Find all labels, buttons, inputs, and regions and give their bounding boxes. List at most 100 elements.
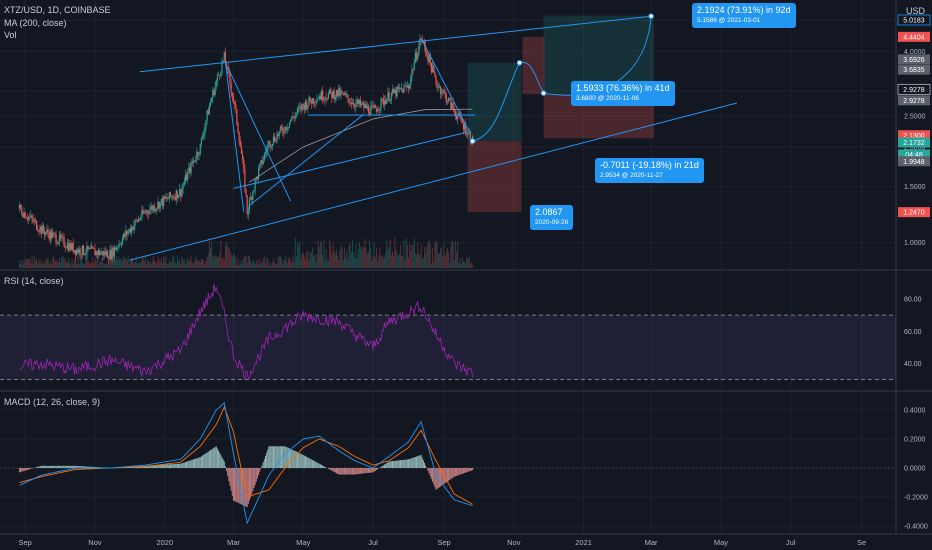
volume-indicator-label[interactable]: Vol xyxy=(4,30,17,40)
candle-body xyxy=(294,114,296,119)
volume-bar xyxy=(161,262,163,268)
candle-body xyxy=(74,250,77,255)
candle-body xyxy=(272,136,275,145)
volume-bar xyxy=(181,256,183,268)
macd-hist-bar xyxy=(67,465,69,468)
macd-hist-bar xyxy=(157,465,159,468)
projection-callout-3[interactable]: 2.1924 (73.91%) in 92d 5.1586 @ 2021-03-… xyxy=(692,3,796,28)
candle-body xyxy=(430,63,433,73)
ma-indicator-label[interactable]: MA (200, close) xyxy=(4,18,67,28)
candle-body xyxy=(149,209,151,214)
volume-bar xyxy=(42,264,44,268)
macd-hist-bar xyxy=(309,458,311,468)
candle-body xyxy=(359,100,362,106)
macd-hist-bar xyxy=(444,468,446,484)
candle-body xyxy=(444,91,446,94)
volume-bar xyxy=(182,259,184,268)
candle-body xyxy=(76,249,78,255)
macd-hist-bar xyxy=(168,464,170,468)
candle-body xyxy=(333,90,335,100)
macd-hist-bar xyxy=(337,468,339,474)
volume-bar xyxy=(365,248,367,268)
macd-hist-bar xyxy=(393,460,395,468)
macd-hist-bar xyxy=(311,459,313,468)
start-point-callout[interactable]: 2.0867 2020-09-26 xyxy=(530,205,574,230)
volume-bar xyxy=(260,262,262,268)
candle-body xyxy=(413,62,415,71)
candle-body xyxy=(104,251,106,255)
macd-hist-bar xyxy=(171,464,173,468)
volume-bar xyxy=(275,264,277,268)
volume-bar xyxy=(374,257,376,268)
volume-bar xyxy=(303,256,305,268)
volume-bar xyxy=(174,262,176,268)
rsi-pane-label[interactable]: RSI (14, close) xyxy=(4,276,64,286)
candle-body xyxy=(211,98,213,102)
volume-bar xyxy=(18,260,20,268)
macd-hist-bar xyxy=(452,468,454,478)
volume-bar xyxy=(170,262,172,268)
volume-bar xyxy=(52,258,54,268)
macd-hist-bar xyxy=(346,468,348,475)
candle-body xyxy=(463,123,466,130)
volume-bar xyxy=(380,255,382,268)
candle-body xyxy=(310,101,312,104)
candle-body xyxy=(163,196,165,206)
volume-bar xyxy=(97,264,99,268)
time-axis-label: May xyxy=(714,538,728,547)
volume-bar xyxy=(166,264,168,268)
candle-body xyxy=(309,97,311,102)
macd-hist-bar xyxy=(405,459,407,468)
volume-bar xyxy=(186,261,188,268)
volume-bar xyxy=(38,260,40,268)
volume-bar xyxy=(101,257,103,268)
volume-bar xyxy=(353,252,355,268)
candle-body xyxy=(79,248,81,255)
macd-hist-bar xyxy=(350,468,352,475)
volume-bar xyxy=(446,247,448,268)
volume-bar xyxy=(143,261,145,268)
volume-bar xyxy=(49,260,51,268)
volume-bar xyxy=(160,257,162,268)
candle-body xyxy=(143,211,145,214)
volume-bar xyxy=(436,242,438,268)
time-axis-label: 2021 xyxy=(575,538,592,547)
candle-body xyxy=(42,225,45,231)
candle-body xyxy=(394,89,396,93)
macd-hist-bar xyxy=(75,465,77,468)
volume-bar xyxy=(224,245,226,268)
volume-bar xyxy=(283,259,285,268)
macd-axis-label: -0.4000 xyxy=(904,524,928,531)
volume-bar xyxy=(180,263,182,268)
candle-body xyxy=(36,220,38,230)
candle-body xyxy=(34,220,37,221)
candle-body xyxy=(208,105,211,115)
candle-body xyxy=(409,85,411,89)
volume-bar xyxy=(236,264,238,268)
candle-body xyxy=(217,74,220,76)
macd-hist-bar xyxy=(223,461,225,468)
volume-bar xyxy=(308,261,310,268)
candle-body xyxy=(135,220,137,221)
volume-bar xyxy=(388,246,390,268)
projection-callout-2[interactable]: -0.7011 (-19.18%) in 21d 2.9534 @ 2020-1… xyxy=(595,158,704,183)
volume-bar xyxy=(131,258,133,268)
volume-bar xyxy=(29,259,31,268)
macd-hist-bar xyxy=(153,465,155,468)
macd-hist-bar xyxy=(215,446,217,468)
candle-body xyxy=(434,72,436,76)
volume-bar xyxy=(279,256,281,268)
candle-body xyxy=(351,102,354,105)
volume-bar xyxy=(123,255,125,268)
macd-hist-bar xyxy=(340,468,342,475)
candle-body xyxy=(201,136,204,139)
macd-hist-bar xyxy=(400,460,402,468)
macd-hist-bar xyxy=(438,468,440,488)
price-badge xyxy=(898,149,930,160)
macd-hist-bar xyxy=(396,460,398,468)
projection-callout-1[interactable]: 1.5933 (76.36%) in 41d 3.6800 @ 2020-11-… xyxy=(571,81,675,106)
macd-pane-label[interactable]: MACD (12, 26, close, 9) xyxy=(4,397,101,407)
volume-bar xyxy=(199,262,201,268)
candle-body xyxy=(246,195,248,214)
